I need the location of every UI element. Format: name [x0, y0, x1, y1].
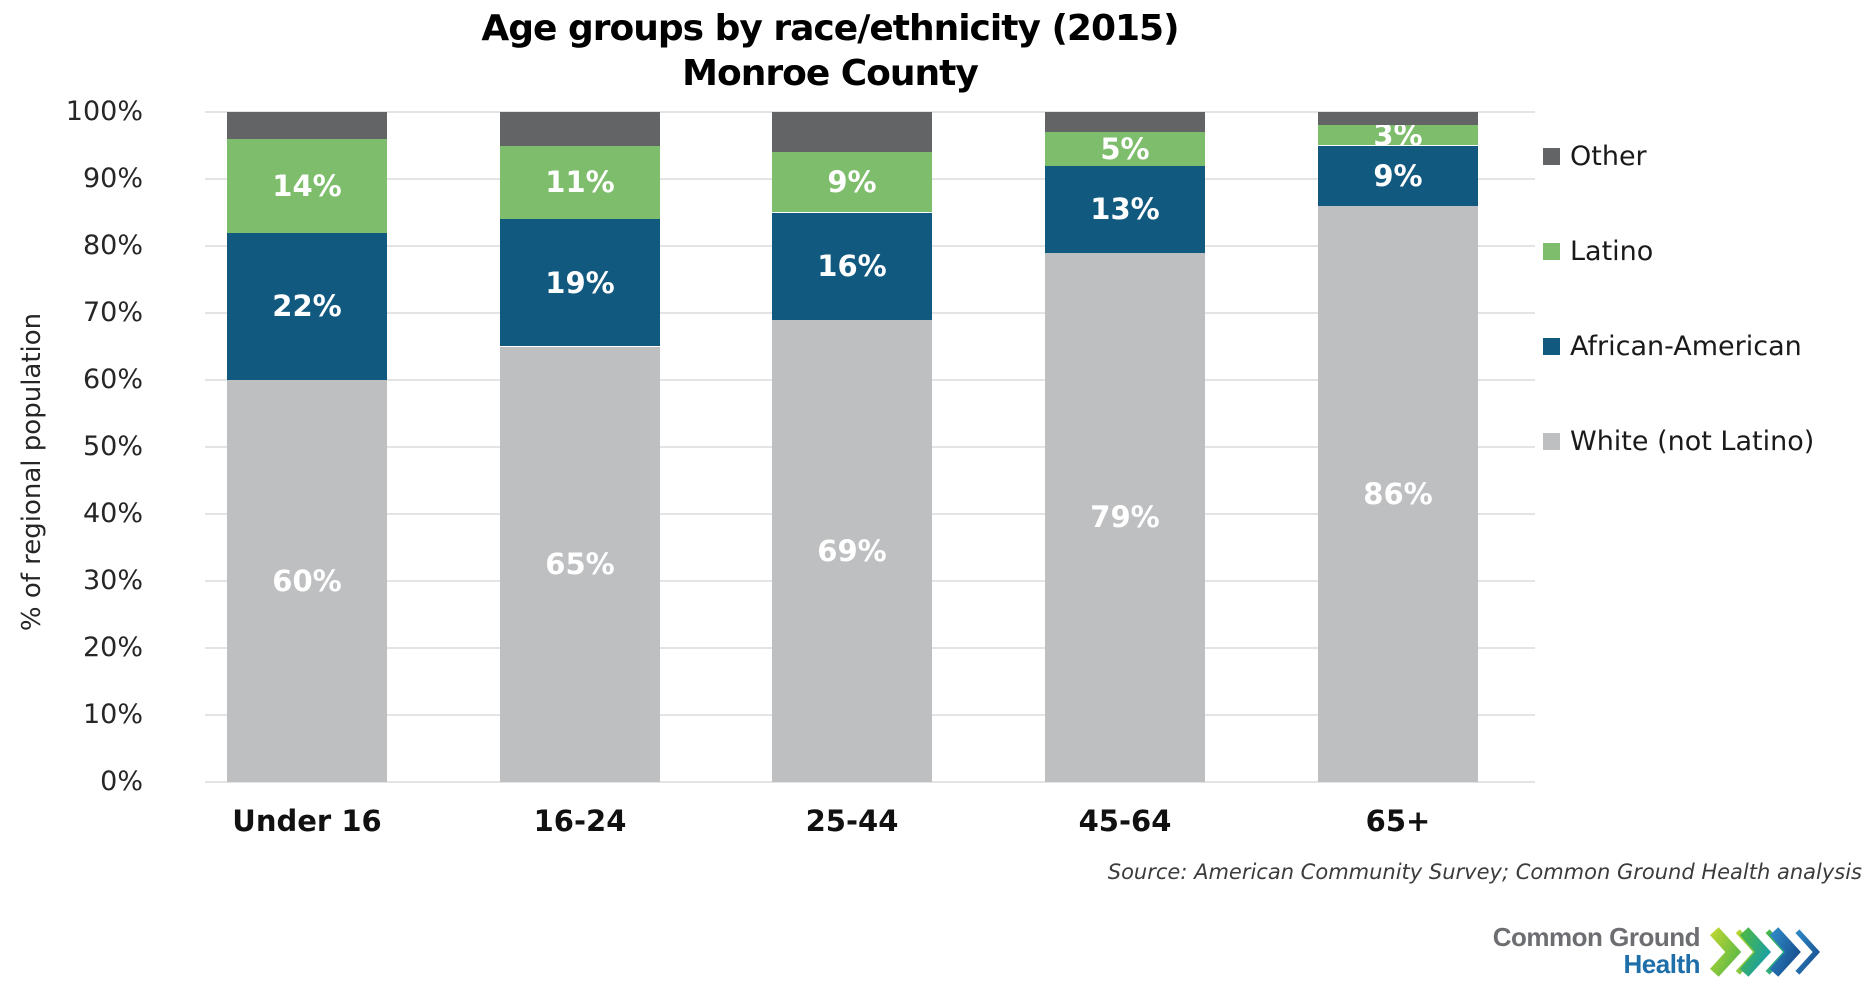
bar-segment-african-american: 13% — [1045, 165, 1205, 253]
bar-segment-label: 19% — [545, 265, 615, 300]
bar-segment-label: 69% — [817, 533, 887, 568]
bar-segment-label: 65% — [545, 547, 615, 582]
legend-swatch-african-american-icon — [1543, 337, 1560, 355]
y-axis-tick-label: 80% — [82, 230, 143, 261]
logo-text: Common Ground Health — [1480, 922, 1701, 979]
legend-label: Other — [1570, 140, 1647, 172]
bar-segment-label: 22% — [272, 289, 342, 324]
y-axis-tick-label: 30% — [82, 565, 143, 596]
x-axis-category-label: 16-24 — [533, 804, 627, 838]
bar-segment-african-american: 16% — [772, 212, 932, 320]
bar-segment-label: 11% — [545, 165, 615, 200]
bar-segment-label: 9% — [1373, 158, 1423, 193]
bar-segment-other — [227, 112, 387, 139]
source-note: Source: American Community Survey; Commo… — [1107, 860, 1862, 884]
legend-item-other: Other — [1543, 136, 1647, 176]
bar-segment-white-not-latino: 60% — [227, 380, 387, 782]
y-axis-tick-label: 70% — [82, 297, 143, 328]
bar-segment-african-american: 22% — [227, 232, 387, 380]
bar-segment-african-american: 19% — [500, 219, 660, 347]
bar-segment-label: 16% — [817, 249, 887, 284]
bar-segment-label: 14% — [272, 168, 342, 203]
legend-item-latino: Latino — [1543, 231, 1653, 271]
bar-segment-latino: 9% — [772, 152, 932, 213]
legend-swatch-white-not-latino-icon — [1543, 432, 1560, 450]
y-axis-tick-label: 60% — [82, 364, 143, 395]
y-axis-tick-label: 20% — [82, 632, 143, 663]
x-axis-category-label: 25-44 — [805, 804, 899, 838]
legend-swatch-other-icon — [1543, 147, 1560, 165]
logo-name-line1: Common Ground — [1492, 922, 1701, 952]
x-axis-category-label: 45-64 — [1078, 804, 1172, 838]
x-axis-category-label: 65+ — [1365, 804, 1431, 838]
triple-chevron-right-icon — [1709, 927, 1820, 977]
y-axis-tick-label: 40% — [82, 498, 143, 529]
y-axis-tick-label: 100% — [65, 96, 143, 127]
legend-label: African-American — [1570, 330, 1802, 362]
bar-segment-other — [500, 112, 660, 146]
legend-label: Latino — [1570, 235, 1654, 267]
bar-segment-african-american: 9% — [1318, 145, 1478, 206]
bar-segment-label: 9% — [827, 165, 877, 200]
x-axis-category-label: Under 16 — [232, 804, 382, 838]
bar-segment-label: 5% — [1100, 131, 1150, 166]
y-axis-tick-label: 50% — [82, 431, 143, 462]
bar-segment-label: 60% — [272, 564, 342, 598]
legend-item-african-american: African-American — [1543, 326, 1802, 366]
bar-segment-latino: 14% — [227, 138, 387, 233]
logo-name-line2: Health — [1623, 949, 1701, 979]
bar-segment-label: 13% — [1090, 192, 1160, 227]
bar-segment-latino: 3% — [1318, 118, 1478, 152]
bar-segment-latino: 11% — [500, 145, 660, 220]
y-axis-tick-label: 90% — [82, 163, 143, 194]
bar-segment-label: 79% — [1090, 500, 1160, 535]
bar-segment-white-not-latino: 86% — [1318, 205, 1478, 782]
gridline — [205, 781, 1535, 783]
y-axis-tick-label: 0% — [100, 766, 143, 797]
chart-title-line1: Age groups by race/ethnicity (2015) — [481, 8, 1179, 49]
y-axis-tick-label: 10% — [82, 699, 143, 730]
chart-title-line2: Monroe County — [682, 53, 979, 94]
bar-segment-other — [1045, 112, 1205, 133]
bar-segment-other — [1318, 112, 1478, 126]
bar-segment-white-not-latino: 65% — [500, 346, 660, 782]
bar-segment-white-not-latino: 69% — [772, 319, 932, 782]
legend-item-white-not-latino: White (not Latino) — [1543, 421, 1814, 461]
chart-title: Age groups by race/ethnicity (2015) Monr… — [0, 6, 1660, 96]
bar-segment-other — [772, 112, 932, 153]
bar-segment-label: 86% — [1363, 476, 1433, 511]
bar-segment-white-not-latino: 79% — [1045, 252, 1205, 782]
legend-swatch-latino-icon — [1543, 242, 1560, 260]
common-ground-health-logo: Common Ground Health — [1480, 924, 1820, 978]
legend-label: White (not Latino) — [1570, 425, 1815, 457]
bar-segment-latino: 5% — [1045, 132, 1205, 166]
